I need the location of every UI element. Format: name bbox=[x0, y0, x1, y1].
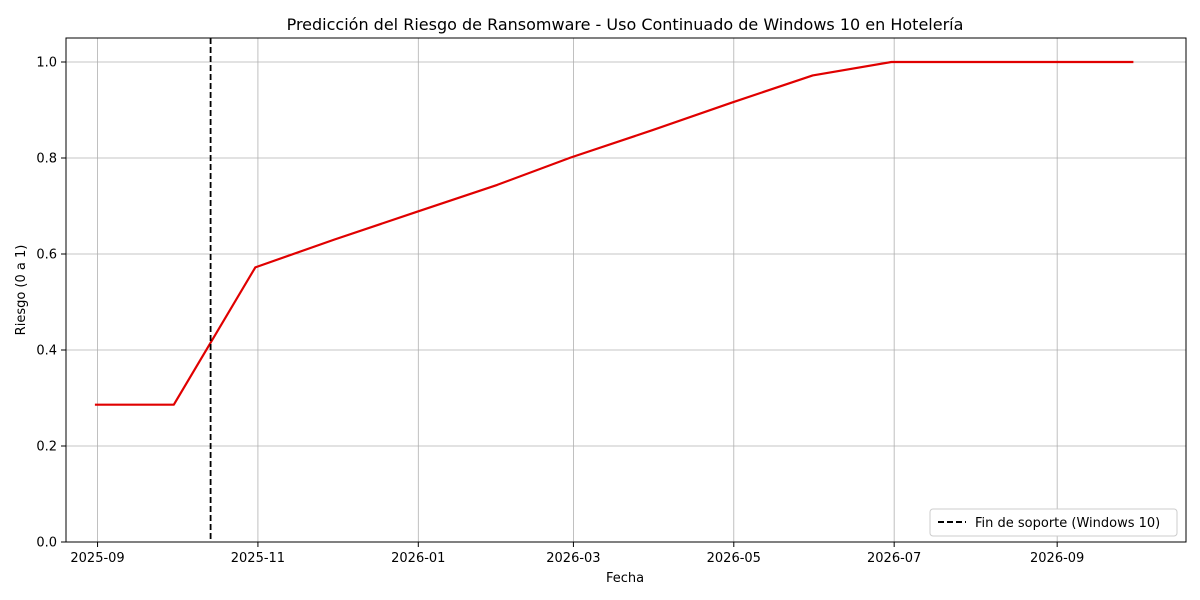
y-axis-label: Riesgo (0 a 1) bbox=[14, 245, 29, 336]
y-tick-label: 0.8 bbox=[36, 152, 57, 167]
x-tick-label: 2026-03 bbox=[546, 551, 600, 566]
x-ticks: 2025-09 2025-11 2026-01 2026-03 2026-05 2026-… bbox=[70, 542, 1084, 566]
risk-series-line bbox=[94, 60, 1134, 406]
y-tick-label: 0.2 bbox=[36, 440, 57, 455]
y-tick-label: 0.6 bbox=[36, 248, 57, 263]
x-tick-label: 2026-01 bbox=[391, 551, 445, 566]
y-ticks: 0.0 0.2 0.4 0.6 0.8 1.0 bbox=[36, 56, 66, 551]
legend-box bbox=[929, 508, 1178, 537]
plot-lines bbox=[94, 38, 1134, 542]
legend-label-reference: Fin de soporte (Windows 10) bbox=[975, 516, 1160, 531]
y-tick-label: 0.4 bbox=[36, 344, 57, 359]
x-axis-label: Fecha bbox=[606, 571, 644, 586]
x-tick-label: 2025-09 bbox=[70, 551, 124, 566]
x-tick-label: 2025-11 bbox=[231, 551, 285, 566]
x-tick-label: 2026-09 bbox=[1030, 551, 1084, 566]
y-tick-label: 1.0 bbox=[36, 56, 57, 71]
plot-frame bbox=[65, 37, 1187, 543]
y-tick-label: 0.0 bbox=[36, 536, 57, 551]
x-tick-label: 2026-07 bbox=[867, 551, 921, 566]
legend: Fin de soporte (Windows 10) bbox=[929, 508, 1178, 537]
chart-title: Predicción del Riesgo de Ransomware - Us… bbox=[287, 15, 964, 34]
x-tick-label: 2026-05 bbox=[707, 551, 761, 566]
